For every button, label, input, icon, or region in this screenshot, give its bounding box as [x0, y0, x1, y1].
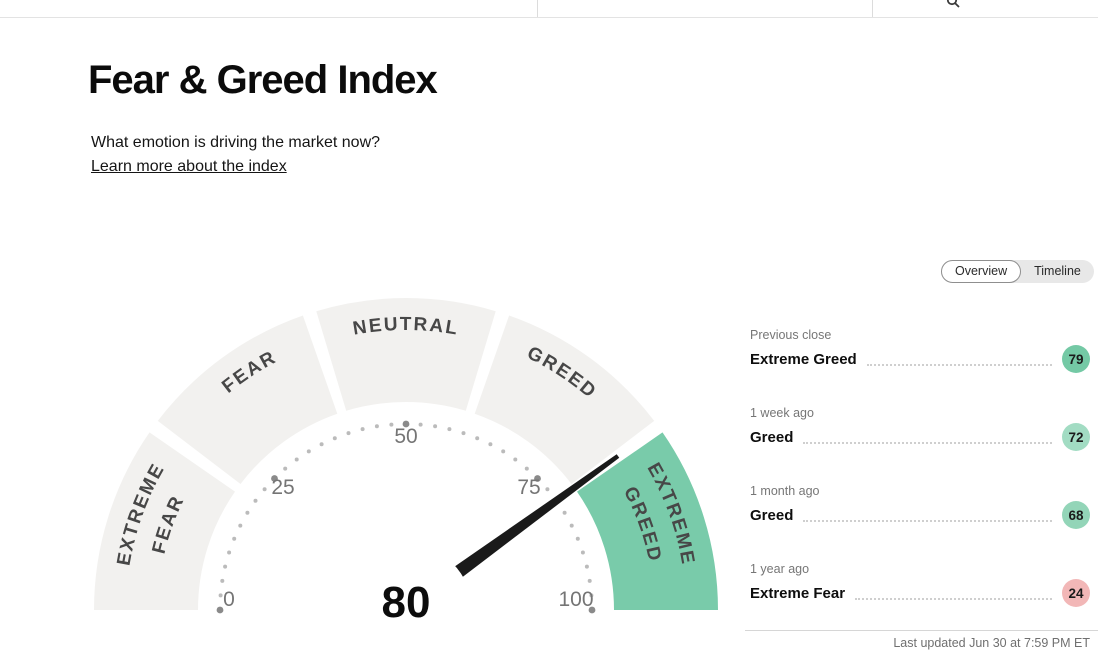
gauge-segment-extreme-fear [94, 432, 235, 610]
history-badge: 79 [1062, 345, 1090, 373]
history-panel: Previous close Extreme Greed 79 1 week a… [750, 328, 1090, 640]
tab-overview[interactable]: Overview [941, 260, 1022, 283]
search-icon[interactable] [945, 0, 961, 9]
gauge-tick-50: 50 [394, 425, 417, 448]
history-rating: Greed [750, 428, 794, 446]
tab-timeline[interactable]: Timeline [1034, 264, 1081, 278]
gauge-svg: EXTREME FEAR FEAR NEUTRAL GREED EXTREME … [94, 298, 718, 652]
gauge-tick-0: 0 [223, 588, 235, 611]
history-period: Previous close [750, 328, 832, 342]
history-badge: 24 [1062, 579, 1090, 607]
history-period: 1 month ago [750, 484, 820, 498]
nav-section-left[interactable] [0, 0, 537, 17]
gauge-center-disc [340, 544, 472, 652]
gauge-value: 80 [382, 578, 431, 627]
history-row: Previous close Extreme Greed 79 [750, 328, 1090, 373]
nav-section-middle[interactable] [538, 0, 872, 17]
nav-divider [537, 0, 538, 17]
history-rating: Greed [750, 506, 794, 524]
fear-greed-gauge: EXTREME FEAR FEAR NEUTRAL GREED EXTREME … [72, 288, 742, 652]
history-row: 1 month ago Greed 68 [750, 484, 1090, 529]
page-title: Fear & Greed Index [88, 58, 438, 102]
history-rating: Extreme Greed [750, 350, 857, 368]
gauge-segment-neutral [316, 298, 496, 411]
learn-more-link[interactable]: Learn more about the index [91, 158, 287, 175]
nav-section-right[interactable] [873, 0, 1098, 17]
gauge-tick-75: 75 [517, 476, 540, 499]
dotted-leader [866, 352, 1052, 366]
history-period: 1 week ago [750, 406, 814, 420]
page-subtitle: What emotion is driving the market now? [91, 134, 381, 151]
history-row: 1 year ago Extreme Fear 24 [750, 562, 1090, 607]
gauge-segment-fear [157, 315, 338, 484]
history-row: 1 week ago Greed 72 [750, 406, 1090, 451]
gauge-segments [94, 298, 718, 610]
gauge-tick-25: 25 [271, 476, 294, 499]
dotted-leader [803, 508, 1052, 522]
gauge-tick-100: 100 [558, 588, 593, 611]
last-updated: Last updated Jun 30 at 7:59 PM ET [745, 630, 1098, 650]
history-rating: Extreme Fear [750, 584, 846, 602]
history-badge: 68 [1062, 501, 1090, 529]
gauge-tick-dots [216, 420, 596, 614]
history-period: 1 year ago [750, 562, 810, 576]
view-toggle: Overview Timeline [941, 260, 1094, 283]
top-navigation-bar [0, 0, 1098, 18]
gauge-segment-extreme-greed [577, 432, 718, 610]
dotted-leader [803, 430, 1052, 444]
history-badge: 72 [1062, 423, 1090, 451]
dotted-leader [855, 586, 1052, 600]
nav-divider [872, 0, 873, 17]
gauge-segment-greed [474, 315, 655, 484]
